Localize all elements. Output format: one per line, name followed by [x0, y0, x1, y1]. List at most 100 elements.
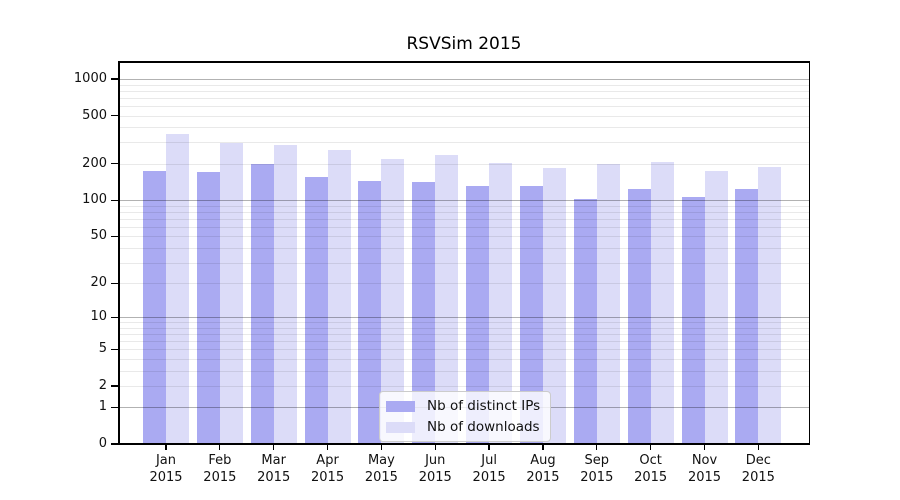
major-gridline-100: [118, 200, 810, 202]
bar-aug-ips: [519, 186, 543, 444]
bar-jul-ips: [466, 185, 490, 444]
bar-mar-downloads: [273, 145, 297, 444]
bar-nov-ips: [681, 196, 705, 444]
bar-oct-downloads: [650, 162, 674, 444]
x-tick-apr: [326, 444, 329, 450]
minor-gridline-20: [118, 283, 810, 285]
y-tick-label-2: 2: [98, 377, 107, 393]
minor-gridline-9: [118, 322, 810, 324]
x-tick-dec: [757, 444, 759, 450]
y-tick-200: [111, 163, 118, 165]
x-tick-label-jul: Jul 2015: [472, 453, 506, 485]
minor-gridline-8: [118, 327, 810, 329]
minor-gridline-5: [118, 349, 810, 351]
bar-nov-downloads: [704, 170, 728, 444]
minor-gridline-40: [118, 247, 810, 249]
minor-gridline-80: [118, 211, 810, 213]
bar-dec-downloads: [758, 166, 782, 444]
bar-feb-ips: [196, 172, 220, 444]
minor-gridline-900: [118, 84, 810, 86]
y-tick-label-5: 5: [98, 341, 107, 357]
y-tick-0: [111, 443, 118, 445]
bar-jul-downloads: [489, 162, 513, 444]
bar-jan-downloads: [166, 134, 189, 444]
minor-gridline-600: [118, 105, 810, 107]
y-tick-500: [111, 114, 118, 117]
y-tick-label-1: 1: [98, 399, 107, 415]
minor-gridline-700: [118, 97, 810, 99]
bar-aug-downloads: [542, 167, 566, 444]
bar-dec-ips: [735, 188, 759, 444]
x-tick-jan: [165, 444, 167, 450]
y-tick-1000: [111, 78, 118, 80]
legend-item-downloads: Nb of downloads: [386, 419, 540, 435]
x-tick-feb: [219, 444, 221, 450]
x-tick-label-feb: Feb 2015: [203, 453, 237, 485]
right-spine: [808, 61, 810, 444]
minor-gridline-2: [118, 385, 810, 387]
x-tick-label-may: May 2015: [364, 453, 398, 485]
major-gridline-1000: [118, 79, 810, 80]
legend-swatch-downloads: [386, 421, 415, 433]
bar-may-ips: [358, 181, 382, 444]
minor-gridline-70: [118, 218, 810, 220]
x-tick-label-aug: Aug 2015: [526, 453, 560, 485]
bar-oct-ips: [627, 188, 651, 444]
y-tick-label-1000: 1000: [73, 71, 107, 86]
y-tick-2: [111, 385, 118, 387]
bar-jan-ips: [143, 171, 166, 444]
x-tick-aug: [542, 444, 544, 450]
x-tick-label-jun: Jun 2015: [418, 453, 452, 485]
legend: Nb of distinct IPs Nb of downloads: [379, 391, 552, 442]
y-tick-label-500: 500: [82, 107, 107, 123]
minor-gridline-200: [118, 163, 810, 165]
minor-gridline-30: [118, 262, 810, 264]
x-tick-label-mar: Mar 2015: [257, 453, 291, 485]
bar-apr-downloads: [327, 149, 351, 444]
x-tick-mar: [273, 444, 275, 450]
major-gridline-10: [118, 317, 810, 319]
y-tick-label-100: 100: [82, 192, 107, 208]
legend-swatch-distinct-ips: [386, 400, 415, 412]
minor-gridline-300: [118, 142, 810, 144]
x-tick-label-oct: Oct 2015: [634, 453, 668, 485]
bar-sep-downloads: [596, 163, 620, 444]
x-tick-jul: [488, 444, 490, 450]
x-tick-oct: [650, 444, 652, 450]
y-tick-label-0: 0: [98, 436, 107, 451]
bar-mar-ips: [250, 163, 274, 444]
minor-gridline-60: [118, 226, 810, 228]
left-spine: [118, 61, 120, 444]
chart-title: RSVSim 2015: [406, 34, 522, 54]
minor-gridline-90: [118, 205, 810, 207]
minor-gridline-3: [118, 370, 810, 372]
bottom-spine: [118, 443, 810, 445]
bar-may-downloads: [381, 158, 405, 444]
minor-gridline-50: [118, 236, 810, 238]
x-tick-nov: [703, 444, 706, 450]
minor-gridline-400: [118, 127, 810, 129]
legend-item-distinct-ips: Nb of distinct IPs: [386, 398, 540, 414]
bar-jun-ips: [412, 182, 436, 444]
y-tick-100: [111, 199, 118, 201]
y-tick-5: [111, 348, 118, 350]
x-tick-sep: [596, 444, 598, 450]
y-tick-50: [111, 235, 118, 237]
bar-feb-downloads: [219, 143, 243, 444]
bar-jun-downloads: [435, 154, 459, 444]
x-tick-label-nov: Nov 2015: [687, 453, 722, 485]
bar-apr-ips: [304, 176, 328, 444]
minor-gridline-800: [118, 90, 810, 92]
y-tick-1: [111, 406, 118, 409]
minor-gridline-500: [118, 115, 810, 117]
y-tick-label-200: 200: [82, 155, 107, 171]
minor-gridline-6: [118, 341, 810, 343]
x-tick-jun: [434, 444, 436, 450]
y-tick-label-10: 10: [90, 309, 107, 325]
x-tick-label-jan: Jan 2015: [149, 453, 183, 485]
x-tick-label-sep: Sep 2015: [580, 453, 614, 485]
y-tick-label-20: 20: [90, 275, 107, 291]
y-tick-10: [111, 316, 118, 318]
plot-area: Nb of distinct IPs Nb of downloads: [118, 61, 810, 444]
